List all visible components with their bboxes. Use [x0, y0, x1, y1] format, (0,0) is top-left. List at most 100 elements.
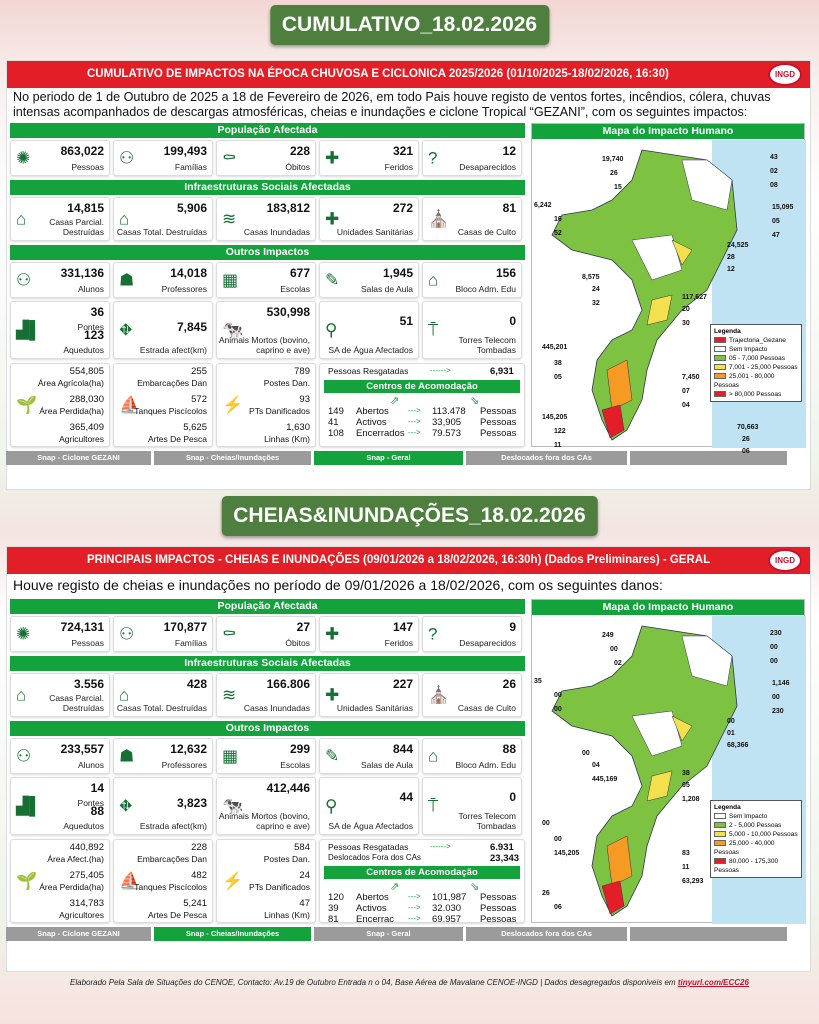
tab-2[interactable]: Snap - Geral	[314, 451, 463, 465]
stat-value: 0	[509, 790, 516, 804]
section-populacao: População Afectada	[10, 123, 525, 138]
health-unit-icon: ✚	[325, 209, 340, 229]
rescued-value: 6.931	[490, 842, 514, 853]
legend-item: 05 - 7,000 Pessoas	[714, 354, 798, 363]
house-destroyed-icon: ⌂	[119, 685, 130, 705]
stat-label: Professores	[161, 284, 207, 294]
legend-text: > 80,000 Pessoas	[729, 391, 782, 398]
map-title: Mapa do Impacto Humano	[532, 600, 804, 615]
stat-label: Postes Dan.	[263, 378, 310, 388]
stat-label: Bloco Adm. Edu	[455, 760, 516, 770]
legend-swatch	[714, 373, 726, 380]
plant-icon: 🌱	[16, 395, 38, 415]
footer-link[interactable]: tinyurl.com/ECC26	[677, 978, 749, 987]
center-unit: Pessoas	[480, 903, 517, 914]
center-count: 81	[328, 914, 339, 925]
stat-label: SA de Água Afectados	[328, 821, 413, 831]
stat-card-triple: ⚡ 584 Postes Dan. 24 PTs Danificados 47 Linhas…	[216, 839, 316, 923]
legend-item: Sem Impacto	[714, 812, 798, 821]
stat-card: ⛪ 81 Casas de Culto	[422, 197, 522, 241]
map-value-label: 445,169	[592, 776, 618, 783]
stat-card-triple: 🌱 554,805 Área Agrícola(ha) 288,030 Área Per…	[10, 363, 110, 447]
legend-text: Sem Impacto	[729, 346, 768, 353]
stat-card: ⚲ 44 SA de Água Afectados	[319, 777, 419, 835]
water-tap-icon: ⚲	[325, 320, 338, 340]
map-value-label: 445,201	[542, 344, 568, 351]
impact-region	[671, 239, 693, 266]
stat-card-triple: ⛵ 255 Embarcações Dan 572 Tanques Piscícolos…	[113, 363, 213, 447]
stat-card-pontes: ▟▌ 36 Pontes 123 Aquedutos	[10, 301, 110, 359]
stat-value: 228	[289, 144, 310, 158]
map-title: Mapa do Impacto Humano	[532, 124, 804, 139]
stat-card: ? 12 Desaparecidos	[422, 140, 522, 176]
stat-card: ⌂ 88 Bloco Adm. Edu	[422, 738, 522, 774]
stat-card: ⛖ 3,823 Estrada afect(km)	[113, 777, 213, 835]
legend-item: 25,001 - 80,000 Pessoas	[714, 372, 798, 390]
stat-card-triple: ⛵ 228 Embarcações Dan 482 Tanques Piscícolos…	[113, 839, 213, 923]
bridge-icon: ▟▌	[16, 796, 42, 816]
stat-label: Tanques Piscícolos	[134, 406, 207, 416]
tab-3[interactable]: Deslocados fora dos CAs	[466, 451, 627, 465]
map-value-label: 52	[554, 230, 562, 237]
intro-text: Houve registo de cheias e inundações no …	[13, 577, 663, 593]
impact-map: Mapa do Impacto Humano Legenda Trajectoria…	[531, 123, 806, 455]
stat-card: 🐄 530,998 Animais Mortos (bovino, caprino …	[216, 301, 316, 359]
map-value-label: 63,293	[682, 878, 704, 885]
stat-label: Salas de Aula	[361, 760, 413, 770]
tab-4[interactable]	[630, 451, 787, 465]
impact-region	[601, 880, 625, 915]
stat-label: Embarcações Dan	[137, 378, 207, 388]
stat-card: ☗ 12,632 Professores	[113, 738, 213, 774]
house-flooded-icon: ≋	[222, 209, 237, 229]
stat-value: 12,632	[170, 742, 207, 756]
map-value-label: 00	[610, 646, 618, 653]
stat-value: 88	[502, 742, 516, 756]
people-burst-icon: ✺	[16, 148, 31, 168]
teacher-icon: ☗	[119, 270, 135, 290]
impact-region	[601, 404, 625, 439]
stat-value: 24	[299, 870, 310, 881]
map-value-label: 68,366	[727, 742, 749, 749]
tab-4[interactable]	[630, 927, 787, 941]
school-icon: ▦	[222, 746, 239, 766]
panel-header: PRINCIPAIS IMPACTOS - CHEIAS E INUNDAÇÕE…	[7, 547, 810, 574]
center-people: 33,905	[432, 417, 462, 428]
power-tower-icon: ⚡	[222, 395, 244, 415]
tab-0[interactable]: Snap - Ciclone GEZANI	[6, 927, 151, 941]
impact-region	[671, 715, 693, 742]
section-populacao: População Afectada	[10, 599, 525, 614]
stat-value: 584	[294, 842, 310, 853]
stat-value: 863,022	[60, 144, 104, 158]
center-count: 120	[328, 892, 344, 903]
snapshot-tabs: Snap - Ciclone GEZANI Snap - Cheias/Inund…	[6, 927, 806, 941]
map-value-label: 26	[542, 890, 550, 897]
stat-value: 26	[502, 677, 516, 691]
rescued-label: Pessoas Resgatadas	[328, 842, 409, 852]
impact-region	[681, 159, 733, 211]
stat-label: Casas Inundadas	[243, 703, 310, 713]
tab-1[interactable]: Snap - Cheias/Inundações	[154, 927, 311, 941]
stat-label: PTs Danificados	[249, 406, 310, 416]
stat-card: ⌂ 5,906 Casas Total. Destruídas	[113, 197, 213, 241]
tab-2[interactable]: Snap - Geral	[314, 927, 463, 941]
tab-1[interactable]: Snap - Cheias/Inundações	[154, 451, 311, 465]
stat-card: ? 9 Desaparecidos	[422, 616, 522, 652]
map-value-label: 07	[682, 388, 690, 395]
center-unit: Pessoas	[480, 428, 517, 439]
stat-card: ⌂ 156 Bloco Adm. Edu	[422, 262, 522, 298]
tab-3[interactable]: Deslocados fora dos CAs	[466, 927, 627, 941]
stat-card: ≋ 166.806 Casas Inundadas	[216, 673, 316, 717]
legend-text: 5,000 - 10,000 Pessoas	[729, 831, 798, 838]
stat-value: 14	[90, 781, 104, 795]
mozambique-map	[551, 616, 806, 924]
map-value-label: 145,205	[542, 414, 568, 421]
stat-card: ✎ 1,945 Salas de Aula	[319, 262, 419, 298]
center-status: Encerrados	[356, 428, 405, 439]
stat-card: ⛪ 26 Casas de Culto	[422, 673, 522, 717]
stat-label: Pessoas	[71, 638, 104, 648]
map-value-label: 249	[602, 632, 614, 639]
arrow-icon: --->	[408, 417, 421, 426]
stat-value: 482	[191, 870, 207, 881]
tab-0[interactable]: Snap - Ciclone GEZANI	[6, 451, 151, 465]
stat-label: Casas de Culto	[457, 703, 516, 713]
